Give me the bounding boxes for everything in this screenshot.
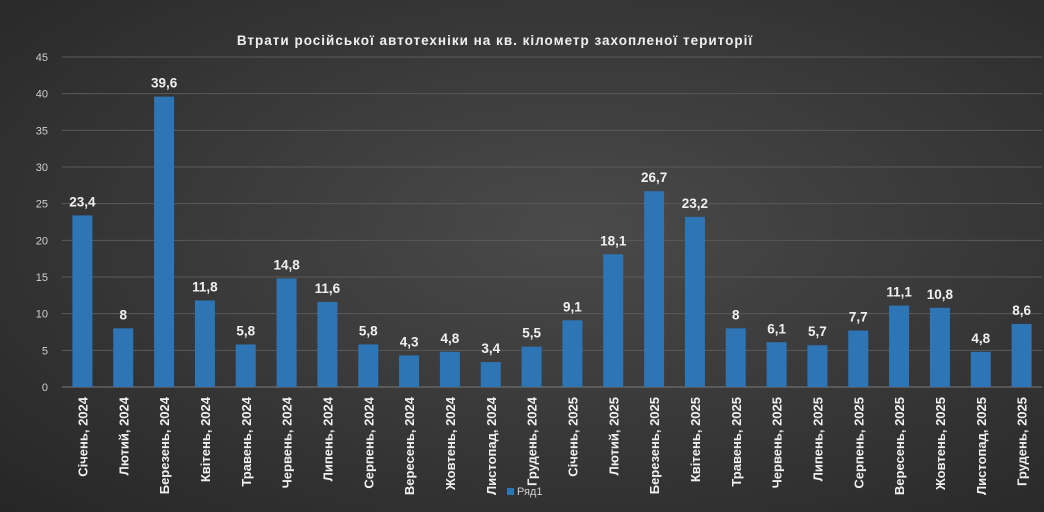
bar bbox=[358, 344, 379, 387]
legend-label: Ряд1 bbox=[517, 486, 542, 498]
bar bbox=[154, 96, 175, 387]
bar bbox=[439, 351, 460, 387]
data-label: 14,8 bbox=[273, 257, 300, 272]
data-label: 26,7 bbox=[641, 170, 667, 185]
x-tick-label: Вересень, 2024 bbox=[402, 396, 417, 495]
bar bbox=[725, 328, 746, 387]
x-tick-label: Травень, 2024 bbox=[239, 396, 254, 486]
x-tick-label: Липень, 2024 bbox=[320, 396, 335, 481]
y-tick-label: 35 bbox=[36, 125, 48, 137]
data-label: 10,8 bbox=[927, 287, 954, 302]
bar bbox=[644, 191, 665, 387]
bar bbox=[929, 307, 950, 387]
data-label: 8 bbox=[732, 307, 740, 322]
bar bbox=[848, 330, 869, 387]
bar bbox=[970, 351, 991, 387]
data-label: 18,1 bbox=[600, 233, 627, 248]
bar bbox=[235, 344, 256, 387]
bar bbox=[766, 342, 787, 387]
y-tick-label: 0 bbox=[42, 382, 48, 394]
y-tick-label: 40 bbox=[36, 89, 48, 101]
data-label: 8,6 bbox=[1012, 303, 1031, 318]
x-tick-label: Березень, 2025 bbox=[647, 397, 662, 494]
x-tick-label: Серпень, 2025 bbox=[851, 397, 866, 489]
data-label: 23,4 bbox=[69, 194, 96, 209]
y-tick-label: 5 bbox=[42, 345, 48, 357]
data-label: 39,6 bbox=[151, 76, 178, 91]
bar bbox=[72, 215, 93, 387]
x-tick-label: Вересень, 2025 bbox=[892, 397, 907, 495]
data-label: 5,8 bbox=[359, 323, 378, 338]
y-tick-label: 10 bbox=[36, 309, 48, 321]
bar bbox=[113, 328, 134, 387]
data-label: 11,8 bbox=[192, 279, 218, 294]
y-tick-label: 45 bbox=[36, 52, 48, 64]
data-label: 8 bbox=[119, 307, 127, 322]
x-tick-label: Квітень, 2024 bbox=[198, 396, 213, 482]
x-tick-label: Червень, 2024 bbox=[280, 396, 295, 488]
bar bbox=[317, 301, 338, 387]
bar bbox=[684, 216, 705, 387]
y-tick-label: 25 bbox=[36, 199, 48, 211]
data-label: 5,5 bbox=[522, 326, 541, 341]
x-tick-label: Березень, 2024 bbox=[157, 396, 172, 494]
x-tick-label: Листопад, 2025 bbox=[974, 397, 989, 495]
data-label: 23,2 bbox=[682, 196, 708, 211]
x-tick-label: Січень, 2024 bbox=[75, 396, 90, 477]
x-tick-label: Червень, 2025 bbox=[770, 397, 785, 488]
data-label: 4,8 bbox=[441, 331, 460, 346]
bar bbox=[194, 300, 215, 387]
bar bbox=[603, 254, 624, 387]
data-label: 3,4 bbox=[481, 341, 500, 356]
bar bbox=[276, 278, 297, 387]
bar bbox=[399, 355, 420, 387]
legend-swatch bbox=[507, 488, 514, 495]
bar bbox=[889, 305, 910, 387]
x-tick-label: Жовтень, 2025 bbox=[933, 397, 948, 491]
data-label: 11,1 bbox=[886, 285, 912, 300]
data-label: 4,3 bbox=[400, 334, 419, 349]
x-tick-label: Грудень, 2024 bbox=[525, 396, 540, 486]
x-tick-label: Лютий, 2025 bbox=[606, 397, 621, 475]
bar bbox=[807, 345, 828, 387]
x-tick-label: Квітень, 2025 bbox=[688, 397, 703, 482]
x-tick-label: Лютий, 2024 bbox=[116, 396, 131, 475]
bar bbox=[521, 346, 542, 387]
x-tick-label: Липень, 2025 bbox=[810, 397, 825, 481]
chart-title: Втрати російської автотехніки на кв. кіл… bbox=[236, 33, 754, 48]
x-tick-label: Листопад, 2024 bbox=[484, 396, 499, 495]
x-tick-label: Січень, 2025 bbox=[565, 397, 580, 477]
x-tick-label: Грудень, 2025 bbox=[1015, 397, 1030, 486]
data-label: 5,8 bbox=[236, 323, 255, 338]
bar bbox=[562, 320, 583, 387]
y-tick-label: 15 bbox=[36, 272, 48, 284]
data-label: 11,6 bbox=[315, 281, 341, 296]
x-tick-label: Жовтень, 2024 bbox=[443, 396, 458, 491]
x-tick-label: Серпень, 2024 bbox=[361, 396, 376, 488]
bar bbox=[480, 362, 501, 387]
data-label: 6,1 bbox=[767, 321, 786, 336]
data-label: 7,7 bbox=[849, 310, 868, 325]
data-label: 5,7 bbox=[808, 324, 827, 339]
y-tick-label: 20 bbox=[36, 235, 48, 247]
bar bbox=[1011, 323, 1032, 387]
y-tick-label: 30 bbox=[36, 162, 48, 174]
x-tick-label: Травень, 2025 bbox=[729, 397, 744, 487]
data-label: 9,1 bbox=[563, 299, 582, 314]
data-label: 4,8 bbox=[971, 331, 990, 346]
